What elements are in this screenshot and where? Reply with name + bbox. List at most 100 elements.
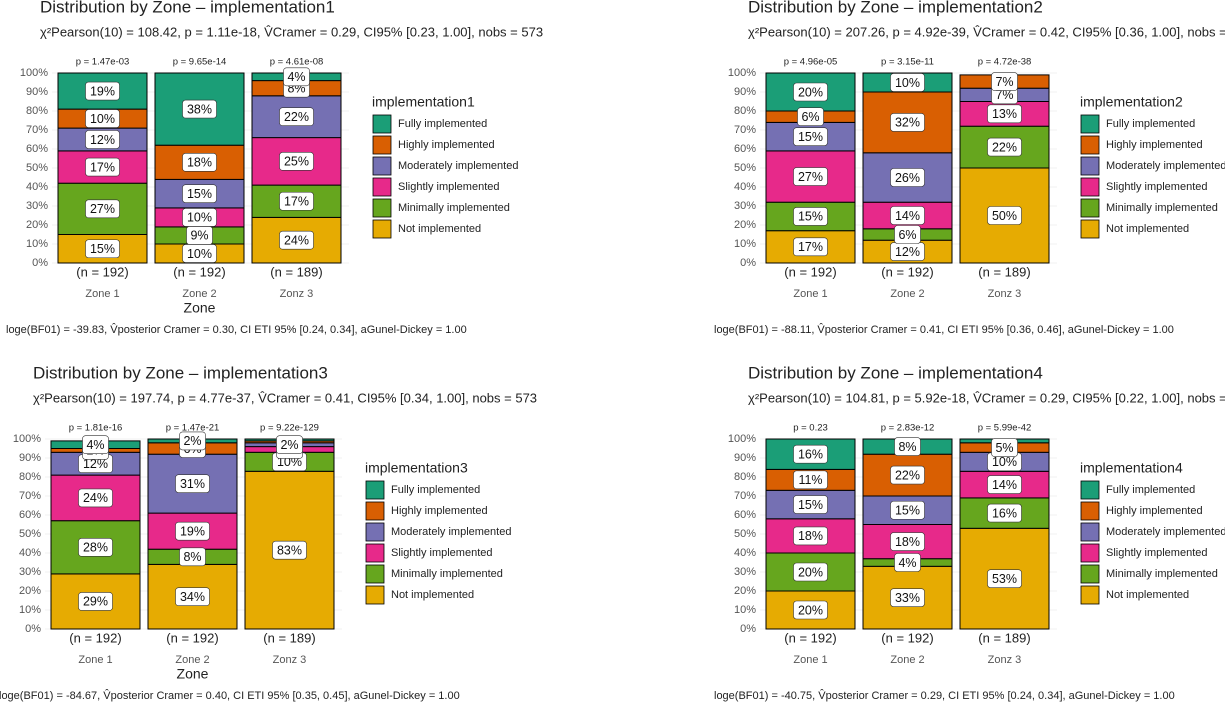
legend-label: Moderately implemented	[1106, 526, 1225, 538]
data-label: 16%	[992, 506, 1017, 520]
y-tick-label: 50%	[734, 528, 756, 540]
data-label: 22%	[992, 140, 1017, 154]
x-tick-label: Zone 2	[890, 654, 924, 666]
y-tick-label: 80%	[734, 105, 756, 117]
p-value-label: p = 2.83e-12	[881, 423, 935, 434]
data-label: 28%	[83, 541, 108, 555]
p-value-label: p = 5.99e-42	[978, 423, 1032, 434]
legend-label: Moderately implemented	[1106, 160, 1225, 172]
data-label-box	[272, 540, 307, 560]
y-tick-label: 10%	[26, 238, 48, 250]
data-label-box	[890, 168, 925, 187]
legend-swatch	[1080, 480, 1100, 500]
y-tick-label: 100%	[13, 433, 41, 445]
y-tick-label: 30%	[734, 200, 756, 212]
chart-caption: loge(BF01) = -39.83, V̂posterior Cramer …	[6, 322, 467, 336]
legend-swatch	[1080, 198, 1100, 218]
legend-swatch	[365, 501, 385, 521]
data-label-box	[182, 208, 217, 227]
legend-swatch	[372, 177, 392, 197]
data-label: 10%	[90, 112, 115, 126]
legend-swatch	[365, 522, 385, 542]
data-label-box	[987, 569, 1022, 588]
data-label-box	[991, 438, 1018, 457]
data-label: 15%	[187, 187, 212, 201]
data-label: 24%	[284, 233, 309, 247]
n-label: (n = 192)	[784, 630, 836, 645]
data-label: 27%	[90, 202, 115, 216]
data-label: 16%	[798, 447, 823, 461]
data-label-box	[85, 239, 120, 259]
data-label: 4%	[287, 70, 305, 84]
data-label: 7%	[995, 75, 1013, 89]
data-label-box	[85, 109, 120, 128]
legend-swatch	[372, 114, 392, 134]
chart-title: Distribution by Zone – implementation4	[748, 363, 1043, 382]
data-label-box	[279, 191, 314, 211]
data-label-box	[78, 537, 113, 557]
y-tick-label: 90%	[19, 452, 41, 464]
legend-swatch	[365, 564, 385, 584]
n-label: (n = 192)	[76, 264, 128, 279]
p-value-label: p = 9.65e-14	[173, 57, 227, 68]
p-value-label: p = 3.15e-11	[881, 57, 934, 68]
data-label-box	[793, 207, 828, 226]
chart-panel: Distribution by Zone – implementation2 χ²…	[714, 0, 1225, 336]
chart-subtitle: χ²Pearson(10) = 104.81, p = 5.92e-18, V̂…	[748, 390, 1225, 405]
chart-title: Distribution by Zone – implementation3	[33, 363, 328, 382]
y-tick-label: 60%	[19, 509, 41, 521]
data-label-box	[276, 435, 303, 455]
data-label-box	[279, 107, 314, 126]
data-label: 15%	[895, 504, 920, 518]
y-tick-label: 20%	[734, 585, 756, 597]
data-label: 18%	[798, 529, 823, 543]
legend-label: Highly implemented	[1106, 139, 1203, 151]
data-label: 13%	[992, 107, 1017, 121]
data-label: 18%	[895, 535, 920, 549]
legend-swatch	[1080, 114, 1100, 134]
n-label: (n = 189)	[978, 264, 1030, 279]
y-tick-label: 60%	[734, 143, 756, 155]
y-tick-label: 100%	[728, 67, 756, 79]
n-label: (n = 192)	[69, 630, 121, 645]
data-label: 10%	[187, 247, 212, 261]
data-label: 17%	[284, 195, 309, 209]
y-tick-label: 50%	[734, 162, 756, 174]
data-label: 83%	[277, 543, 302, 557]
data-label: 27%	[798, 170, 823, 184]
legend-swatch	[1080, 585, 1100, 605]
chart-panel: Distribution by Zone – implementation3 χ²…	[0, 363, 537, 701]
data-label-box	[793, 127, 828, 146]
legend-swatch	[365, 585, 385, 605]
data-label: 4%	[86, 438, 104, 452]
data-label-box	[987, 206, 1022, 225]
n-label: (n = 192)	[881, 264, 933, 279]
data-label-box	[175, 521, 210, 541]
data-label: 25%	[284, 155, 309, 169]
p-value-label: p = 4.61e-08	[270, 57, 324, 68]
y-tick-label: 80%	[19, 471, 41, 483]
data-label-box	[894, 225, 921, 244]
legend-label: Minimally implemented	[1106, 568, 1218, 580]
bar-segment	[862, 453, 953, 497]
data-label: 22%	[284, 110, 309, 124]
chart-subtitle: χ²Pearson(10) = 207.26, p = 4.92e-39, V̂…	[748, 24, 1225, 39]
data-label-box	[793, 237, 828, 257]
data-label-box	[890, 588, 925, 607]
data-label-box	[78, 592, 113, 611]
data-label-box	[179, 547, 206, 567]
y-tick-label: 60%	[734, 509, 756, 521]
data-label: 32%	[895, 116, 920, 130]
p-value-label: p = 1.47e-03	[76, 57, 130, 68]
data-label-box	[283, 67, 310, 87]
x-tick-label: Zone 1	[78, 654, 112, 666]
bar-segment	[147, 512, 238, 550]
data-label-box	[82, 435, 109, 455]
data-label: 15%	[798, 498, 823, 512]
y-tick-label: 50%	[26, 162, 48, 174]
x-tick-label: Zone 1	[793, 654, 827, 666]
data-label: 19%	[180, 524, 205, 538]
legend-label: Minimally implemented	[398, 202, 510, 214]
y-tick-label: 40%	[734, 547, 756, 559]
legend-label: Fully implemented	[1106, 484, 1195, 496]
